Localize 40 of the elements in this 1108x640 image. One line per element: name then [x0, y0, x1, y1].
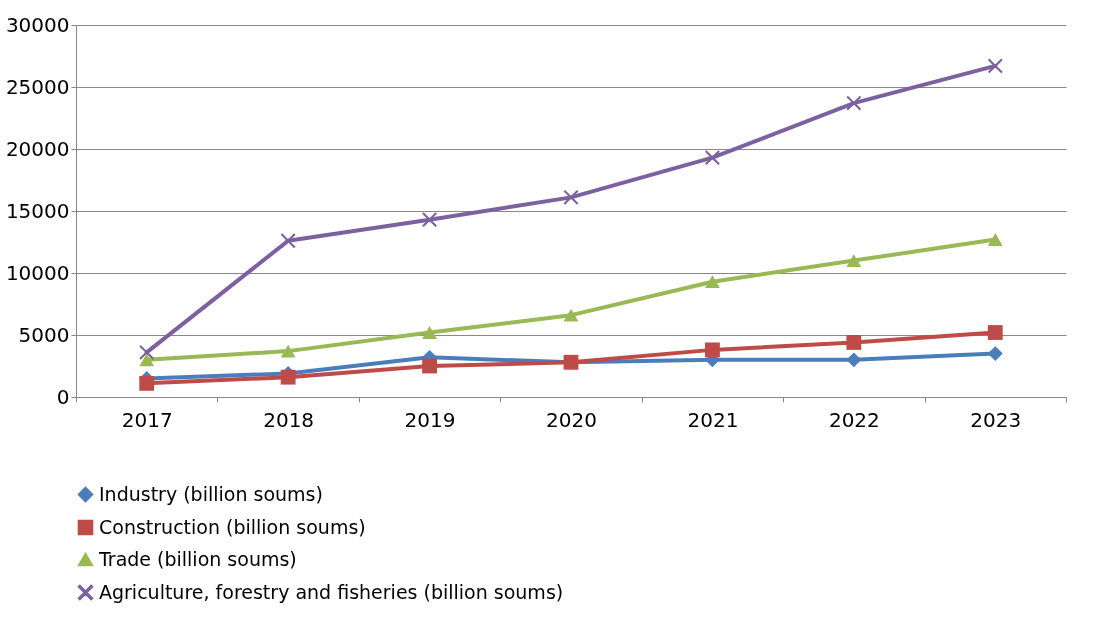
point	[705, 150, 720, 166]
point	[422, 212, 437, 228]
y-tick-label: 5000	[18, 322, 70, 347]
point	[987, 346, 1003, 362]
point	[422, 358, 437, 374]
point	[563, 189, 579, 205]
legend-label: Agriculture, forestry and fisheries (billion soums)	[99, 580, 564, 603]
point	[563, 308, 579, 322]
point	[280, 233, 296, 249]
point	[987, 58, 1003, 74]
x-tick-label: 2021	[687, 407, 739, 432]
point	[705, 275, 720, 289]
x-tick-label: 2018	[263, 407, 315, 432]
legend-label: Trade (billion soums)	[98, 547, 297, 570]
point	[846, 352, 862, 368]
x-tick-label: 2020	[546, 407, 597, 432]
point	[280, 344, 296, 358]
legend-label: Construction (billion soums)	[99, 515, 366, 538]
point	[422, 326, 437, 339]
point	[987, 325, 1003, 340]
y-tick-label: 15000	[5, 198, 70, 223]
y-tick-label: 0	[56, 384, 70, 409]
x-tick-label: 2022	[828, 407, 880, 432]
point	[139, 344, 155, 360]
point	[139, 375, 155, 391]
legend-label: Industry (billion soums)	[99, 482, 323, 505]
x-tick-label: 2017	[121, 407, 173, 432]
point	[139, 353, 155, 367]
point	[280, 369, 296, 385]
y-tick-label: 30000	[5, 12, 70, 37]
y-tick-label: 20000	[5, 136, 70, 161]
x-tick-label: 2019	[404, 407, 456, 432]
point	[846, 95, 862, 111]
point	[846, 335, 862, 350]
point	[705, 342, 720, 358]
x-tick-label: 2023	[970, 407, 1022, 432]
y-tick-label: 25000	[5, 74, 70, 99]
y-tick-label: 10000	[5, 260, 70, 285]
point	[846, 254, 862, 268]
point	[987, 233, 1003, 246]
